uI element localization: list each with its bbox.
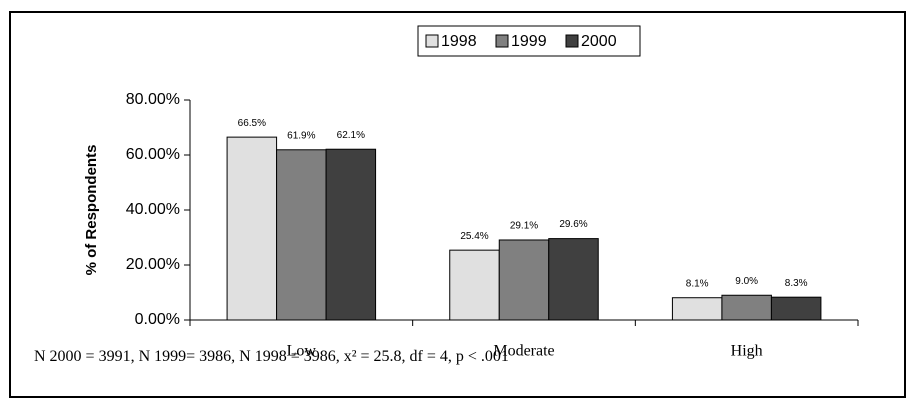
y-axis-title: % of Respondents (83, 145, 100, 276)
chart-frame (9, 11, 906, 398)
value-label: 62.1% (337, 130, 365, 141)
legend-swatch (565, 34, 579, 48)
note: N 2000 = 3991, N 1999= 3986, N 1998 = 39… (34, 348, 509, 365)
value-label: 8.3% (785, 278, 808, 289)
legend-swatch (425, 34, 439, 48)
bar (276, 149, 327, 321)
bar (226, 136, 278, 321)
y-tick-label: 40.00% (126, 201, 180, 218)
x-tick-label: High (731, 343, 763, 360)
bar (770, 296, 822, 321)
bar (325, 148, 377, 321)
bar (721, 294, 772, 321)
legend-label: 2000 (581, 33, 617, 50)
value-label: 66.5% (238, 118, 266, 129)
legend-box (417, 25, 641, 57)
x-tick-label: Moderate (493, 343, 554, 360)
y-tick-label: 60.00% (126, 146, 180, 163)
value-label: 9.0% (735, 276, 758, 287)
value-label: 61.9% (287, 130, 315, 141)
x-tick-label: Low (287, 343, 317, 360)
bar (449, 249, 500, 321)
bar (498, 239, 550, 321)
note-box: N 2000 = 3991, N 1999= 3986, N 1998 = 39… (34, 348, 509, 365)
bar (548, 238, 599, 321)
y-tick-label: 20.00% (126, 256, 180, 273)
legend-swatch (495, 34, 509, 48)
value-label: 29.6% (559, 219, 587, 230)
legend-label: 1999 (511, 33, 547, 50)
legend-label: 1998 (441, 33, 477, 50)
value-label: 25.4% (460, 231, 488, 242)
y-tick-label: 0.00% (135, 311, 180, 328)
bar (671, 297, 723, 321)
value-label: 29.1% (510, 221, 538, 232)
y-tick-label: 80.00% (126, 91, 180, 108)
value-label: 8.1% (686, 278, 709, 289)
